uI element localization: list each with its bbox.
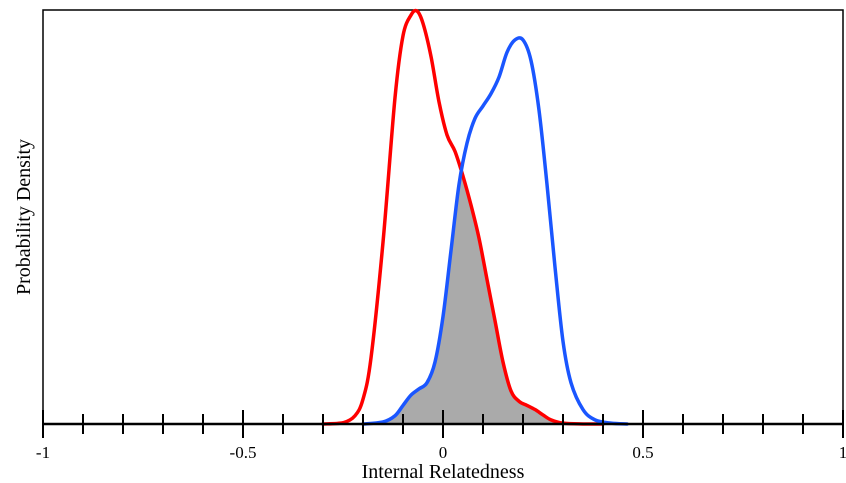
y-axis-label: Probability Density (13, 139, 35, 295)
overlap-area (323, 174, 603, 424)
x-tick-label: 1 (839, 443, 846, 462)
x-axis-label: Internal Relatedness (362, 461, 525, 483)
x-tick-label: 0 (439, 443, 448, 462)
x-axis: -1 -0.5 0 0.5 1 (36, 410, 846, 462)
x-tick-label: -1 (36, 443, 50, 462)
density-curve-2 (361, 36, 629, 426)
x-tick-label: -0.5 (230, 443, 257, 462)
density-curves (321, 8, 629, 426)
density-curve-1 (321, 8, 605, 426)
x-tick-label: 0.5 (632, 443, 653, 462)
overlap-area-layer (323, 174, 603, 424)
